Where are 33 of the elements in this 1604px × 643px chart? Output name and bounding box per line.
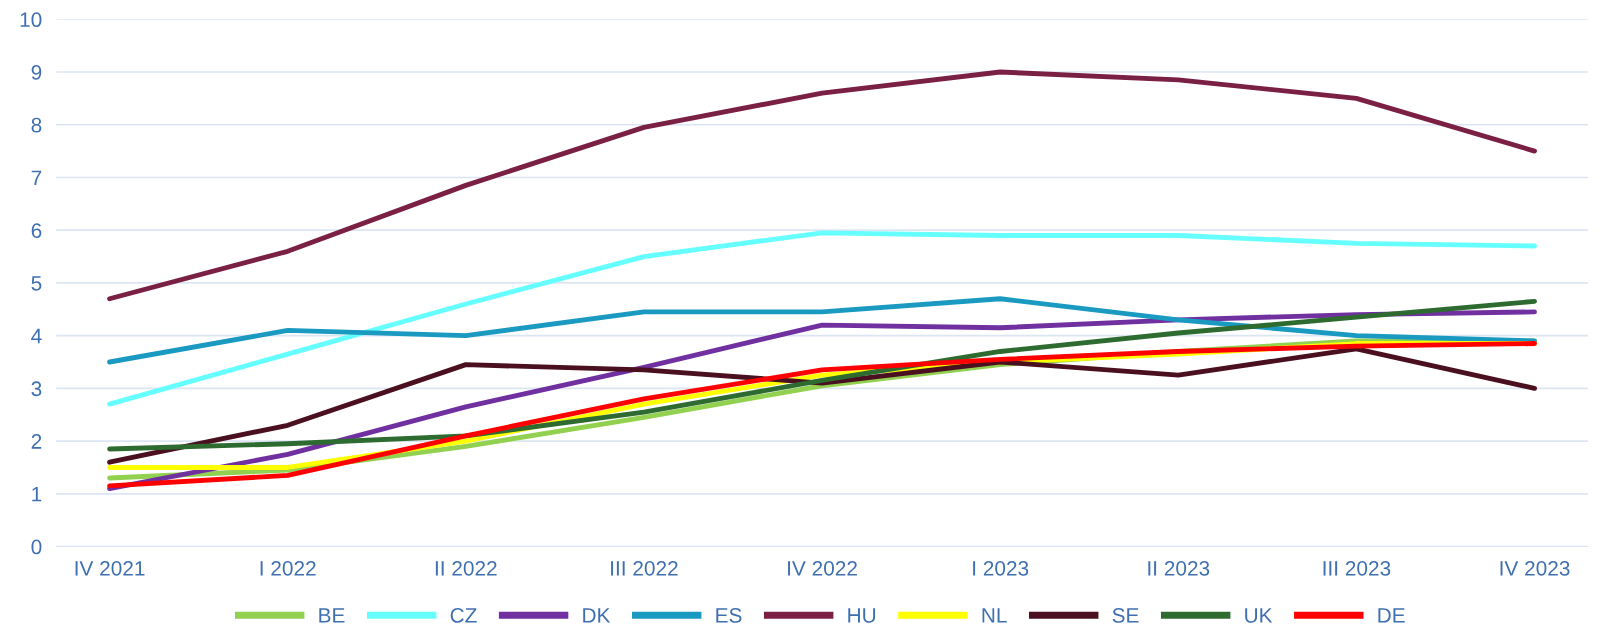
line-series (107, 298, 1537, 452)
y-tick-label: 5 (31, 276, 42, 291)
x-tick-label: II 2023 (1148, 560, 1210, 576)
x-tick-label: IV 2023 (1500, 560, 1570, 576)
y-tick-label: 6 (31, 223, 42, 238)
x-tick-label: II 2022 (435, 560, 497, 576)
x-tick-label: IV 2021 (75, 560, 145, 576)
y-tick-label: 4 (31, 328, 42, 344)
legend-label: HU (848, 608, 876, 623)
legend-label: DE (1378, 608, 1405, 623)
y-tick-label: 8 (31, 117, 42, 133)
legend-label: CZ (450, 608, 477, 623)
legend-label: ES (716, 608, 742, 623)
y-tick-label: 7 (31, 170, 42, 186)
y-tick-label: 10 (20, 12, 42, 28)
x-tick-label: III 2023 (1323, 560, 1391, 576)
legend-label: UK (1245, 608, 1273, 623)
line-series (107, 230, 1537, 407)
legend-label: NL (982, 608, 1007, 623)
legend-label: DK (583, 608, 611, 623)
legend-label: BE (319, 608, 345, 623)
x-tick-label: III 2022 (611, 560, 678, 576)
x-tick-label: IV 2022 (788, 560, 857, 576)
y-tick-label: 0 (31, 539, 42, 555)
x-tick-label: I 2023 (973, 560, 1029, 576)
y-tick-label: 9 (31, 65, 42, 80)
line-series (107, 69, 1537, 302)
line-series (107, 296, 1537, 365)
legend-label: SE (1112, 608, 1139, 623)
y-tick-label: 3 (31, 381, 42, 397)
y-tick-label: 2 (31, 434, 42, 449)
y-tick-label: 1 (32, 487, 42, 502)
x-tick-label: I 2022 (260, 560, 316, 576)
